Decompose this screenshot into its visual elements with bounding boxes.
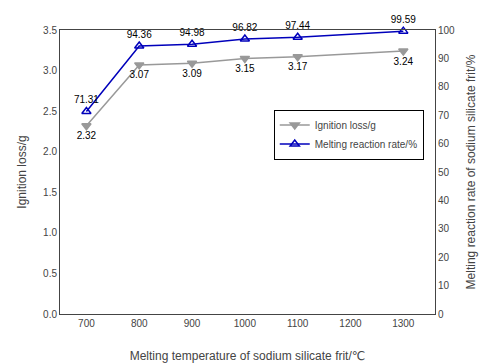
svg-text:99.59: 99.59: [391, 14, 416, 25]
svg-text:90: 90: [438, 53, 450, 64]
svg-text:96.82: 96.82: [232, 22, 257, 33]
svg-text:60: 60: [438, 138, 450, 149]
svg-text:0.0: 0.0: [43, 309, 57, 320]
svg-text:3.15: 3.15: [235, 63, 255, 74]
svg-text:3.07: 3.07: [129, 69, 149, 80]
svg-text:Melting reaction rate/%: Melting reaction rate/%: [315, 139, 417, 150]
svg-text:0.5: 0.5: [43, 268, 57, 279]
svg-text:40: 40: [438, 195, 450, 206]
svg-text:97.44: 97.44: [285, 20, 310, 31]
svg-text:Melting temperature of sodium: Melting temperature of sodium silicate f…: [130, 349, 366, 363]
svg-text:3.17: 3.17: [288, 61, 308, 72]
svg-text:Ignition loss/g: Ignition loss/g: [315, 120, 376, 131]
svg-text:94.98: 94.98: [180, 27, 205, 38]
svg-text:10: 10: [438, 280, 450, 291]
svg-text:3.09: 3.09: [182, 68, 202, 79]
svg-text:2.5: 2.5: [43, 106, 57, 117]
svg-text:1300: 1300: [392, 318, 415, 329]
svg-text:Melting reaction rate of sodiu: Melting reaction rate of sodium silicate…: [464, 54, 478, 289]
svg-text:0: 0: [438, 309, 444, 320]
svg-text:2.0: 2.0: [43, 146, 57, 157]
svg-text:Ignition loss/g: Ignition loss/g: [15, 135, 29, 208]
svg-text:80: 80: [438, 81, 450, 92]
svg-text:1.0: 1.0: [43, 227, 57, 238]
svg-text:2.32: 2.32: [77, 130, 97, 141]
svg-text:20: 20: [438, 252, 450, 263]
svg-text:1000: 1000: [234, 318, 257, 329]
svg-text:50: 50: [438, 167, 450, 178]
svg-text:70: 70: [438, 110, 450, 121]
svg-text:1100: 1100: [287, 318, 309, 329]
svg-text:94.36: 94.36: [127, 29, 152, 40]
svg-text:700: 700: [78, 318, 95, 329]
svg-text:3.0: 3.0: [43, 65, 57, 76]
svg-text:100: 100: [438, 25, 455, 36]
svg-text:3.24: 3.24: [394, 56, 414, 67]
svg-text:3.5: 3.5: [43, 25, 57, 36]
svg-text:71.31: 71.31: [74, 94, 99, 105]
svg-text:30: 30: [438, 223, 450, 234]
svg-text:1.5: 1.5: [43, 187, 57, 198]
svg-text:800: 800: [131, 318, 148, 329]
svg-text:900: 900: [184, 318, 201, 329]
svg-text:1200: 1200: [339, 318, 362, 329]
